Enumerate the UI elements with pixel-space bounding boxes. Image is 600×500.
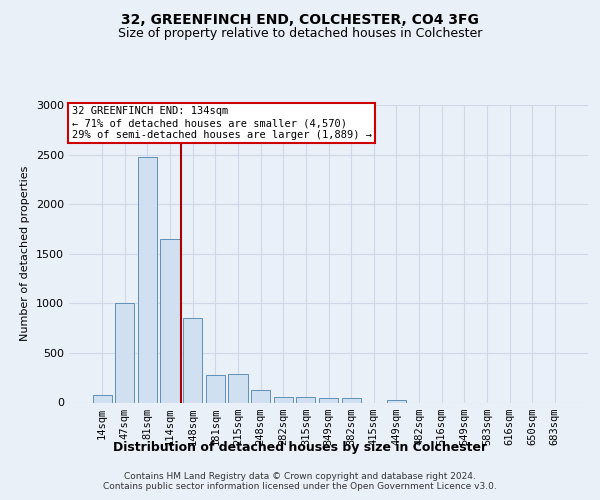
Text: 32, GREENFINCH END, COLCHESTER, CO4 3FG: 32, GREENFINCH END, COLCHESTER, CO4 3FG <box>121 12 479 26</box>
Text: 32 GREENFINCH END: 134sqm
← 71% of detached houses are smaller (4,570)
29% of se: 32 GREENFINCH END: 134sqm ← 71% of detac… <box>71 106 371 140</box>
Bar <box>251 390 270 402</box>
Text: Contains HM Land Registry data © Crown copyright and database right 2024.
Contai: Contains HM Land Registry data © Crown c… <box>103 472 497 491</box>
Bar <box>387 400 406 402</box>
Bar <box>274 396 293 402</box>
Y-axis label: Number of detached properties: Number of detached properties <box>20 166 31 342</box>
Bar <box>341 398 361 402</box>
Bar <box>206 374 225 402</box>
Bar <box>229 374 248 402</box>
Bar <box>138 156 157 402</box>
Bar <box>319 398 338 402</box>
Bar <box>115 304 134 402</box>
Bar <box>183 318 202 402</box>
Text: Size of property relative to detached houses in Colchester: Size of property relative to detached ho… <box>118 28 482 40</box>
Bar <box>296 397 316 402</box>
Bar <box>92 394 112 402</box>
Bar <box>160 239 180 402</box>
Text: Distribution of detached houses by size in Colchester: Distribution of detached houses by size … <box>113 441 487 454</box>
